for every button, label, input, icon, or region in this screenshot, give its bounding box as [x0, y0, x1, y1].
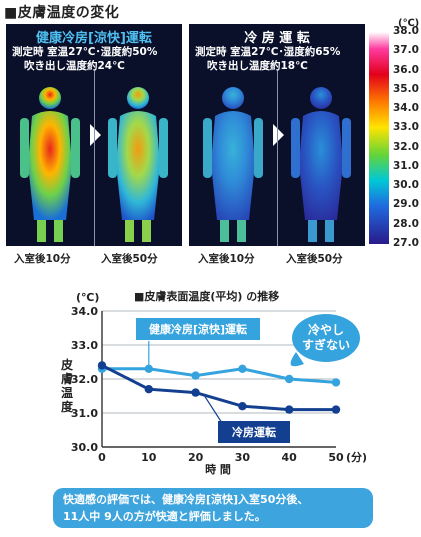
y-axis-title-char: 膚: [61, 371, 73, 386]
thermal-figures: [20, 87, 168, 242]
y-unit-label: (℃): [76, 291, 99, 304]
data-point: [285, 405, 294, 414]
scale-tick-label: 36.0: [393, 63, 419, 76]
outlet-temperature: 吹き出し温度約18℃: [207, 60, 308, 72]
series-label-healthy-cooling: 健康冷房[涼快]運転: [149, 322, 247, 336]
measurement-conditions: 測定時 室温27℃･湿度約65%: [195, 46, 341, 58]
data-point: [191, 371, 200, 380]
series-label-box: [218, 421, 290, 443]
x-tick-label: 40: [282, 451, 298, 464]
scale-tick-label: 30.0: [393, 179, 419, 192]
series-label-leader: [204, 396, 223, 424]
series-label-box: [136, 318, 260, 340]
data-point: [285, 374, 294, 384]
scale-tick-label: 38.0: [393, 25, 419, 37]
thermal-figure-right-before: [203, 87, 263, 242]
x-tick-label: 20: [188, 451, 204, 464]
temperature-color-scale: [369, 32, 389, 244]
x-tick-label: 0: [98, 451, 106, 464]
arrow-right-icon: [90, 124, 101, 146]
data-point: [144, 364, 153, 373]
thermal-figure-left-before: [20, 87, 80, 242]
callout-tail: [290, 352, 304, 367]
thermal-figure-left-after: [108, 87, 168, 242]
x-tick-label: 50: [328, 451, 344, 464]
caption-left-before: 入室後10分: [14, 253, 71, 265]
y-axis-title-char: 温: [61, 386, 73, 400]
thermal-figures: [203, 87, 351, 242]
data-point: [331, 378, 341, 387]
panel-title: 健康冷房[涼快]運転: [36, 31, 152, 46]
caption-right-before: 入室後10分: [198, 253, 255, 265]
outlet-temperature: 吹き出し温度約24℃: [24, 60, 125, 72]
caption-left-after: 入室後50分: [101, 253, 158, 265]
series-line-1: [102, 367, 337, 384]
y-tick-label: 33.0: [71, 339, 98, 352]
scale-tick-label: 32.0: [393, 140, 419, 153]
x-axis-title: 時 間: [205, 462, 231, 476]
y-tick-label: 31.0: [71, 407, 98, 420]
scale-tick-label: 34.0: [393, 102, 419, 115]
callout-text-line: すぎない: [302, 337, 350, 352]
data-point: [144, 385, 153, 394]
y-tick-label: 30.0: [71, 441, 98, 454]
panel-divider: [94, 70, 95, 246]
series-line-2: [101, 364, 336, 412]
callout-text-line: 冷やし: [308, 322, 344, 337]
scale-tick-label: 31.0: [393, 159, 419, 172]
note-line-1: 快適感の評価では、健康冷房[涼快]入室50分後、: [63, 493, 309, 506]
panel-title: 冷 房 運 転: [244, 31, 310, 46]
scale-tick-label: 35.0: [393, 82, 419, 95]
y-axis-title-char: 度: [61, 399, 74, 414]
x-tick-label: 10: [141, 451, 157, 464]
y-axis-title-char: 皮: [60, 357, 73, 372]
scale-tick-label: 37.0: [393, 44, 419, 57]
thermal-panel-healthy-cooling: 健康冷房[涼快]運転 測定時 室温27℃･湿度約50% 吹き出し温度約24℃: [6, 24, 182, 246]
callout-bubble: [292, 314, 360, 362]
x-tick-label: 30: [235, 451, 251, 464]
scale-tick-label: 29.0: [393, 198, 419, 211]
chart-title: ■皮膚表面温度(平均) の推移: [134, 290, 280, 303]
y-tick-label: 32.0: [71, 373, 98, 386]
measurement-conditions: 測定時 室温27℃･湿度約50%: [12, 46, 158, 58]
thermal-figure-right-after: [291, 87, 351, 242]
panel-divider: [277, 70, 278, 246]
x-unit-label: (分): [346, 450, 367, 464]
y-tick-label: 34.0: [71, 305, 98, 318]
note-line-2: 11人中 9人の方が快適と評価しました。: [63, 510, 266, 523]
arrow-right-icon: [273, 124, 284, 146]
data-point: [331, 405, 341, 414]
data-point: [238, 364, 247, 373]
data-point: [191, 388, 200, 397]
data-point: [97, 361, 107, 370]
caption-right-after: 入室後50分: [286, 253, 343, 265]
scale-tick-label: 28.0: [393, 217, 419, 230]
thermal-panel-normal-cooling: 冷 房 運 転 測定時 室温27℃･湿度約65% 吹き出し温度約18℃: [189, 24, 365, 246]
evaluation-note: 快適感の評価では、健康冷房[涼快]入室50分後、 11人中 9人の方が快適と評価…: [53, 488, 373, 528]
scale-unit: (℃): [398, 18, 420, 29]
data-point: [238, 402, 247, 411]
section-title: ■皮膚温度の変化: [4, 5, 120, 21]
series-label-normal-cooling: 冷房運転: [232, 425, 276, 439]
scale-tick-label: 27.0: [393, 237, 419, 249]
scale-tick-label: 33.0: [393, 121, 419, 134]
